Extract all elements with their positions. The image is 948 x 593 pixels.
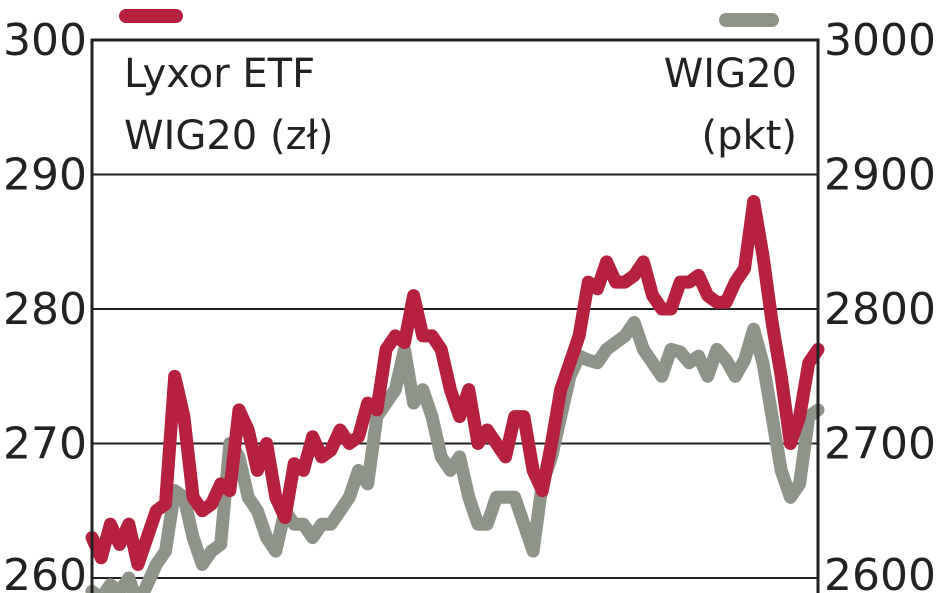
left-tick-label: 260 bbox=[3, 550, 87, 593]
series-label-1-line-2: WIG20 (zł) bbox=[124, 113, 334, 159]
left-tick-label: 290 bbox=[3, 150, 87, 201]
legend-swatches bbox=[119, 9, 779, 27]
right-tick-label: 2800 bbox=[824, 284, 936, 335]
left-tick-label: 270 bbox=[3, 419, 87, 470]
right-tick-label: 3000 bbox=[824, 15, 936, 66]
series-line-2 bbox=[85, 316, 825, 593]
right-tick-label: 2600 bbox=[824, 550, 936, 593]
series-label-1-line-1: Lyxor ETF bbox=[124, 51, 315, 97]
plot-frame bbox=[90, 38, 820, 593]
right-tick-label: 2700 bbox=[824, 419, 936, 470]
series-line-1 bbox=[85, 194, 825, 571]
left-axis-ticks: 300 290 280 270 260 bbox=[3, 15, 87, 593]
right-axis-ticks: 3000 2900 2800 2700 2600 bbox=[824, 15, 936, 593]
series-labels: Lyxor ETF WIG20 (zł) WIG20 (pkt) bbox=[124, 51, 797, 159]
series-lines bbox=[85, 194, 825, 593]
series-label-2-line-2: (pkt) bbox=[702, 113, 797, 159]
left-tick-label: 280 bbox=[3, 284, 87, 335]
right-tick-label: 2900 bbox=[824, 150, 936, 201]
series-label-2-line-1: WIG20 bbox=[664, 51, 797, 97]
left-tick-label: 300 bbox=[3, 15, 87, 66]
